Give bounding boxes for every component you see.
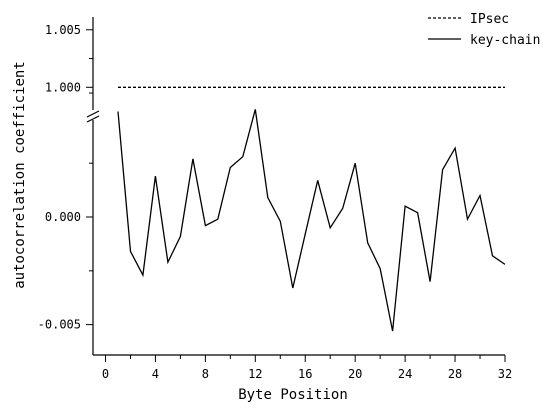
y-axis: -0.005 0.000 1.000 1.005 [38,17,100,355]
x-tick-label: 8 [202,367,209,381]
y-tick-label: 1.000 [45,80,81,94]
y-tick-label: -0.005 [38,318,81,332]
plot-area [117,86,506,332]
x-tick-label: 12 [248,367,262,381]
x-tick-label: 32 [498,367,512,381]
series-line-key-chain [117,109,506,332]
legend: IPsec key-chain [428,12,540,48]
axis-break-mark [86,110,100,118]
x-axis-label: Byte Position [238,387,348,403]
x-axis: 0 4 8 12 16 20 24 28 32 [93,354,512,381]
axis-break-mark [86,115,100,123]
y-axis-label: autocorrelation coefficient [12,61,28,289]
x-tick-label: 24 [398,367,412,381]
x-tick-label: 28 [448,367,462,381]
y-tick-label: 1.005 [45,23,81,37]
legend-entry-label: IPsec [470,12,509,27]
x-tick-label: 0 [102,367,109,381]
x-tick-label: 4 [152,367,159,381]
y-tick-label: 0.000 [45,210,81,224]
x-tick-label: 16 [298,367,312,381]
x-tick-label: 20 [348,367,362,381]
legend-entry-label: key-chain [470,33,540,48]
